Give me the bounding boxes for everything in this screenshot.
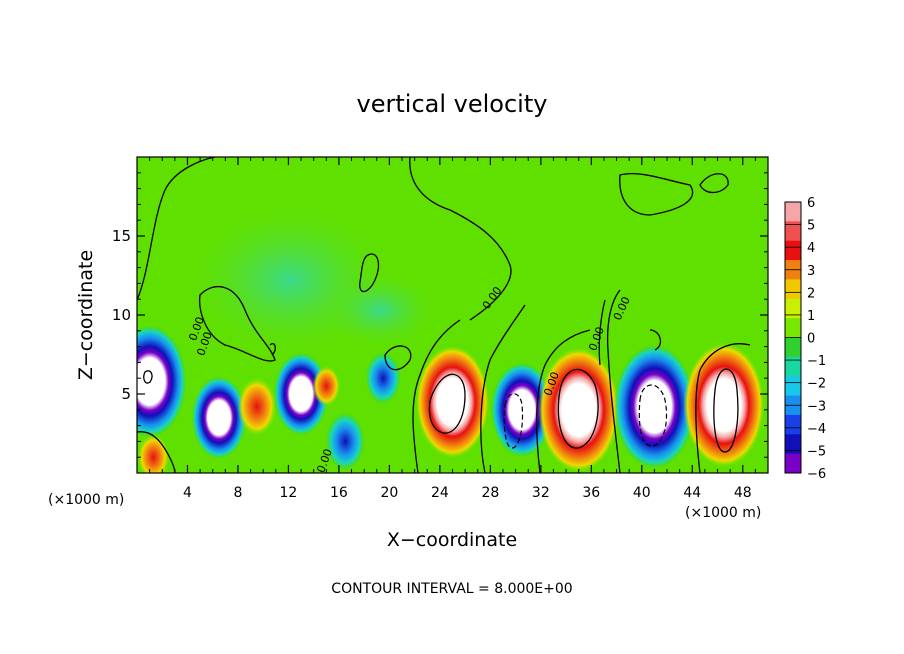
colorbar-swatch [785, 453, 801, 474]
velocity-cell-3 [191, 376, 247, 459]
velocity-cell-5 [273, 353, 329, 435]
velocity-cell-8 [365, 352, 401, 405]
colorbar-label: −1 [807, 354, 826, 369]
y-tick-label: 5 [121, 385, 131, 403]
x-tick-label: 24 [431, 485, 449, 501]
y-tick-label: 15 [112, 227, 131, 245]
velocity-cell-13 [683, 343, 765, 468]
x-tick-label: 12 [280, 485, 298, 501]
colorbar-swatch [785, 221, 801, 242]
x-tick-label: 8 [233, 485, 242, 501]
colorbar: 6 5 4 3 2 1 0 −1 −2 −3 −4 −5 −6 [784, 196, 826, 482]
weak-downdraft-region [320, 270, 440, 350]
velocity-cell-1 [137, 325, 187, 438]
velocity-cell-12 [614, 344, 695, 469]
colorbar-swatch [785, 279, 801, 300]
colorbar-swatch [785, 337, 801, 358]
x-tick-label: 40 [633, 485, 651, 501]
velocity-cell-11 [538, 347, 620, 472]
colorbar-label: −4 [807, 422, 826, 437]
contour-interval-label: CONTOUR INTERVAL = 8.000E+00 [331, 581, 572, 597]
x-tick-label: 44 [683, 485, 701, 501]
x-tick-label: 32 [532, 485, 550, 501]
colorbar-swatch [785, 356, 801, 377]
colorbar-label: 5 [807, 219, 815, 234]
y-tick-label: 10 [112, 306, 131, 324]
y-axis: 5 10 15 [112, 172, 768, 458]
colorbar-swatch [785, 298, 801, 319]
colorbar-label: 3 [807, 264, 815, 279]
colorbar-swatch [785, 318, 801, 338]
colorbar-label: −3 [807, 399, 826, 414]
colorbar-label: 2 [807, 286, 815, 301]
velocity-cells [137, 325, 765, 473]
velocity-cell-9 [415, 345, 490, 458]
colorbar-label: −6 [807, 467, 826, 482]
colorbar-swatch [785, 434, 801, 455]
x-tick-label: 16 [330, 485, 348, 501]
velocity-cell-4 [237, 377, 277, 436]
x-axis-label: X−coordinate [387, 529, 517, 551]
colorbar-swatch [785, 240, 801, 261]
chart-title: vertical velocity [357, 90, 548, 118]
colorbar-swatch [785, 376, 801, 397]
heatmap-area: 0.000.000.000.00 0.000.00 0.00 [137, 157, 768, 473]
colorbar-label: −2 [807, 377, 826, 392]
x-tick-label: 28 [481, 485, 499, 501]
colorbar-swatch [785, 202, 801, 222]
colorbar-label: 6 [807, 196, 815, 211]
velocity-cell-7 [325, 412, 365, 471]
x-tick-label: 36 [582, 485, 600, 501]
colorbar-label: 1 [807, 309, 815, 324]
zero-contours [137, 157, 751, 473]
x-tick-label: 20 [380, 485, 398, 501]
y-axis-label: Z−coordinate [75, 250, 97, 380]
x-unit-left: (×1000 m) [48, 492, 124, 508]
x-tick-label: 48 [734, 485, 752, 501]
dashed-contours [503, 384, 668, 449]
x-unit-right: (×1000 m) [685, 505, 761, 521]
x-axis: 4 8 12 16 20 24 28 32 36 40 44 48 [149, 157, 756, 501]
colorbar-swatch [785, 414, 801, 435]
velocity-cell-6 [312, 366, 341, 407]
x-tick-label: 4 [183, 485, 192, 501]
colorbar-label: 0 [807, 332, 815, 347]
colorbar-label: −5 [807, 444, 826, 459]
colorbar-label: 4 [807, 241, 815, 256]
